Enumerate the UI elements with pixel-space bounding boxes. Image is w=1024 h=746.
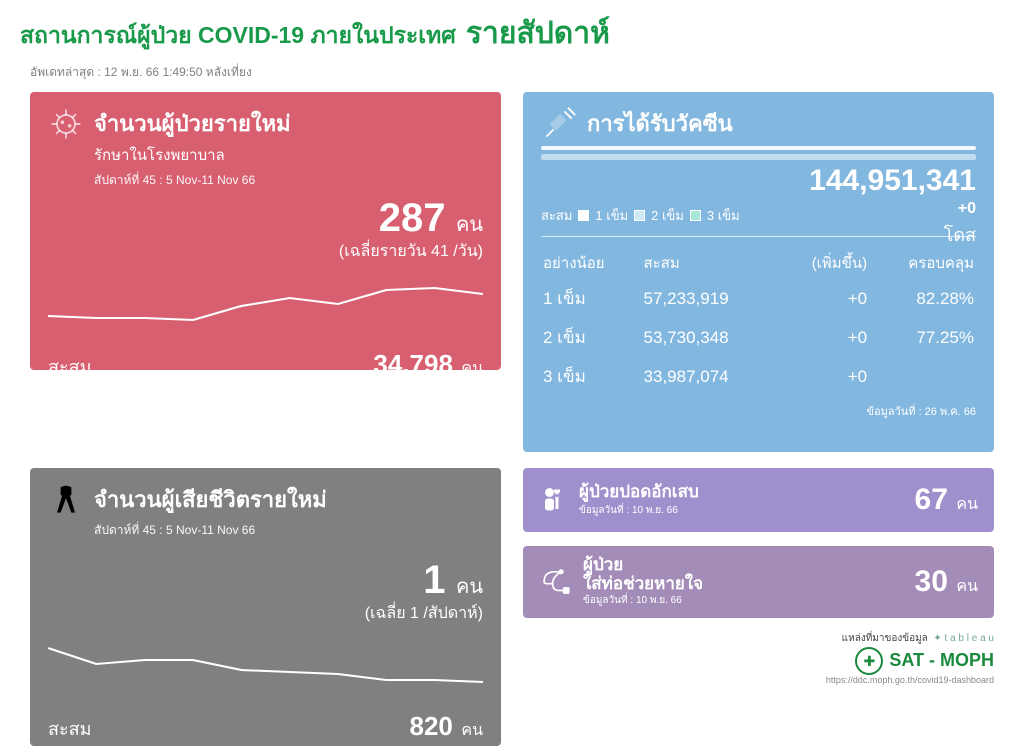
deaths-title: จำนวนผู้เสียชีวิตรายใหม่ [94,482,327,517]
footer-source-label: แหล่งที่มาของข้อมูล [842,633,928,644]
vaccine-table: อย่างน้อย สะสม (เพิ่มขึ้น) ครอบคลุม 1 เข… [541,247,976,396]
ventilator-unit: คน [956,578,978,595]
title-highlight: รายสัปดาห์ [466,10,610,57]
new-cases-cum-label: สะสม [48,352,92,381]
tableau-label: ✦ t a b l e a u [933,633,994,644]
new-cases-sparkline [48,268,483,338]
title-main: สถานการณ์ผู้ป่วย COVID-19 ภายในประเทศ [20,18,456,54]
vaccine-total: 144,951,341 [809,164,976,197]
deaths-avg: (เฉลี่ย 1 /สัปดาห์) [48,601,483,626]
vaccine-legend: สะสม 1 เข็ม 2 เข็ม 3 เข็ม [541,205,976,226]
ventilator-value: 30 [915,565,948,598]
card-pneumonia: ผู้ป่วยปอดอักเสบ ข้อมูลวันที่ : 10 พ.ย. … [523,468,994,532]
vaccine-legend-label: สะสม [541,205,572,226]
moph-logo-icon: ✚ [855,647,883,675]
pneumonia-value: 67 [915,483,948,516]
footer-brand: SAT - MOPH [889,649,994,672]
new-cases-title: จำนวนผู้ป่วยรายใหม่ [94,106,291,141]
card-new-cases: จำนวนผู้ป่วยรายใหม่ รักษาในโรงพยาบาล สัป… [30,92,501,370]
deaths-unit: คน [456,576,483,598]
deaths-cum-label: สะสม [48,714,92,743]
last-updated: อัพเดทล่าสุด : 12 พ.ย. 66 1:49:50 หลังเท… [30,63,1004,82]
table-row: 1 เข็ม57,233,919+082.28% [541,279,976,318]
card-vaccine: การได้รับวัคซีน 144,951,341 +0 โดส สะสม … [523,92,994,452]
table-row: 3 เข็ม33,987,074+0 [541,357,976,396]
deaths-cum-value: 820 [410,711,453,741]
vaccine-data-date: ข้อมูลวันที่ : 26 พ.ค. 66 [541,402,976,420]
footer-url: https://ddc.moph.go.th/covid19-dashboard [523,675,994,687]
pneumonia-date: ข้อมูลวันที่ : 10 พ.ย. 66 [579,503,699,518]
legend-swatch-1 [578,210,589,221]
new-cases-subtitle: รักษาในโรงพยาบาล [94,143,291,167]
virus-icon [48,106,84,142]
footer: แหล่งที่มาของข้อมูล ✦ t a b l e a u ✚ SA… [523,632,994,687]
new-cases-cum-unit: คน [461,360,483,377]
vaccine-title: การได้รับวัคซีน [587,106,733,141]
ribbon-icon [48,482,84,518]
deaths-week: สัปดาห์ที่ 45 : 5 Nov-11 Nov 66 [94,521,327,540]
new-cases-cum-value: 34,798 [373,349,453,379]
new-cases-avg: (เฉลี่ยรายวัน 41 /วัน) [48,239,483,264]
card-deaths: จำนวนผู้เสียชีวิตรายใหม่ สัปดาห์ที่ 45 :… [30,468,501,746]
card-ventilator: ผู้ป่วย ใส่ท่อช่วยหายใจ ข้อมูลวันที่ : 1… [523,546,994,618]
ventilator-title-2: ใส่ท่อช่วยหายใจ [583,574,703,593]
new-cases-week: สัปดาห์ที่ 45 : 5 Nov-11 Nov 66 [94,171,291,190]
syringe-icon [541,106,577,142]
ventilator-title-1: ผู้ป่วย [583,555,623,574]
legend-swatch-2 [634,210,645,221]
legend-swatch-3 [690,210,701,221]
new-cases-value: 287 [379,196,446,240]
pneumonia-unit: คน [956,496,978,513]
table-row: 2 เข็ม53,730,348+077.25% [541,318,976,357]
ventilator-date: ข้อมูลวันที่ : 10 พ.ย. 66 [583,593,703,608]
new-cases-unit: คน [456,214,483,236]
deaths-sparkline [48,630,483,700]
deaths-value: 1 [423,558,445,602]
patient-icon [539,485,569,515]
ventilator-icon [539,565,573,599]
pneumonia-title: ผู้ป่วยปอดอักเสบ [579,482,699,502]
page-title: สถานการณ์ผู้ป่วย COVID-19 ภายในประเทศ รา… [20,10,1004,57]
